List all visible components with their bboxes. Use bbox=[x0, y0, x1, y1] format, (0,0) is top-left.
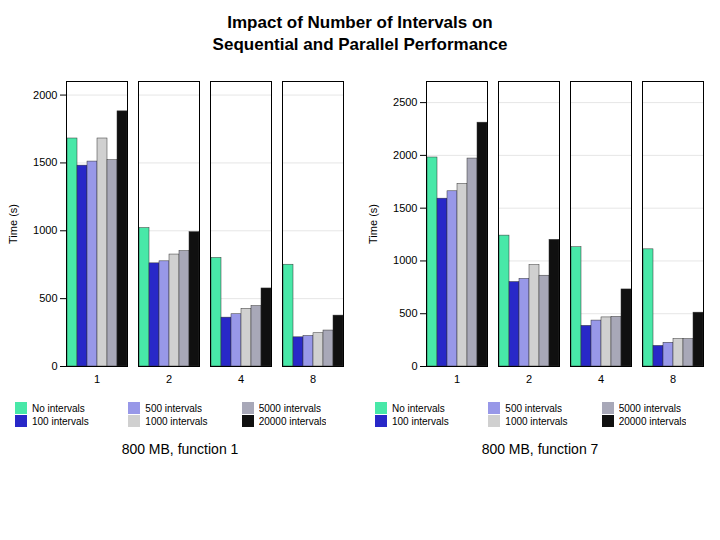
svg-text:1: 1 bbox=[94, 373, 100, 385]
html-text:No intervals: No intervals bbox=[392, 402, 445, 414]
svg-text:2000: 2000 bbox=[33, 89, 57, 101]
svg-text:0: 0 bbox=[51, 360, 57, 372]
svg-text:1000: 1000 bbox=[33, 224, 57, 236]
html-text:5000 intervals: 5000 intervals bbox=[618, 402, 681, 414]
svg-text:1: 1 bbox=[454, 373, 460, 385]
html-text:500 intervals: 500 intervals bbox=[505, 402, 562, 414]
svg-text:0: 0 bbox=[411, 360, 417, 372]
svg-text:2000: 2000 bbox=[393, 149, 417, 161]
html-text:100 intervals: 100 intervals bbox=[32, 415, 89, 427]
svg-text:500: 500 bbox=[39, 292, 57, 304]
svg-text:1500: 1500 bbox=[393, 202, 417, 214]
svg-text:8: 8 bbox=[310, 373, 316, 385]
html-text:800 MB, function 7: 800 MB, function 7 bbox=[481, 441, 599, 458]
svg-text:2: 2 bbox=[526, 373, 532, 385]
svg-text:4: 4 bbox=[238, 373, 244, 385]
html-text:800 MB, function 1: 800 MB, function 1 bbox=[121, 441, 239, 458]
svg-text:1000: 1000 bbox=[393, 255, 417, 267]
svg-text:8: 8 bbox=[670, 373, 676, 385]
svg-text:1500: 1500 bbox=[33, 157, 57, 169]
html-text:1000 intervals: 1000 intervals bbox=[505, 415, 568, 427]
html-text:20000 intervals: 20000 intervals bbox=[258, 415, 327, 427]
html-text:No intervals: No intervals bbox=[32, 402, 85, 414]
html-text:1000 intervals: 1000 intervals bbox=[145, 415, 208, 427]
html-text:20000 intervals: 20000 intervals bbox=[618, 415, 687, 427]
svg-text:500: 500 bbox=[399, 307, 417, 319]
svg-text:2500: 2500 bbox=[393, 96, 417, 108]
svg-text:4: 4 bbox=[598, 373, 604, 385]
html-text:500 intervals: 500 intervals bbox=[145, 402, 202, 414]
svg-text:Time (s): Time (s) bbox=[7, 204, 19, 244]
html-text:5000 intervals: 5000 intervals bbox=[258, 402, 321, 414]
svg-text:Time (s): Time (s) bbox=[367, 204, 379, 244]
html-text:Impact of Number of Intervals: Impact of Number of Intervals on Sequent… bbox=[212, 13, 508, 55]
html-text:100 intervals: 100 intervals bbox=[392, 415, 449, 427]
svg-text:2: 2 bbox=[166, 373, 172, 385]
